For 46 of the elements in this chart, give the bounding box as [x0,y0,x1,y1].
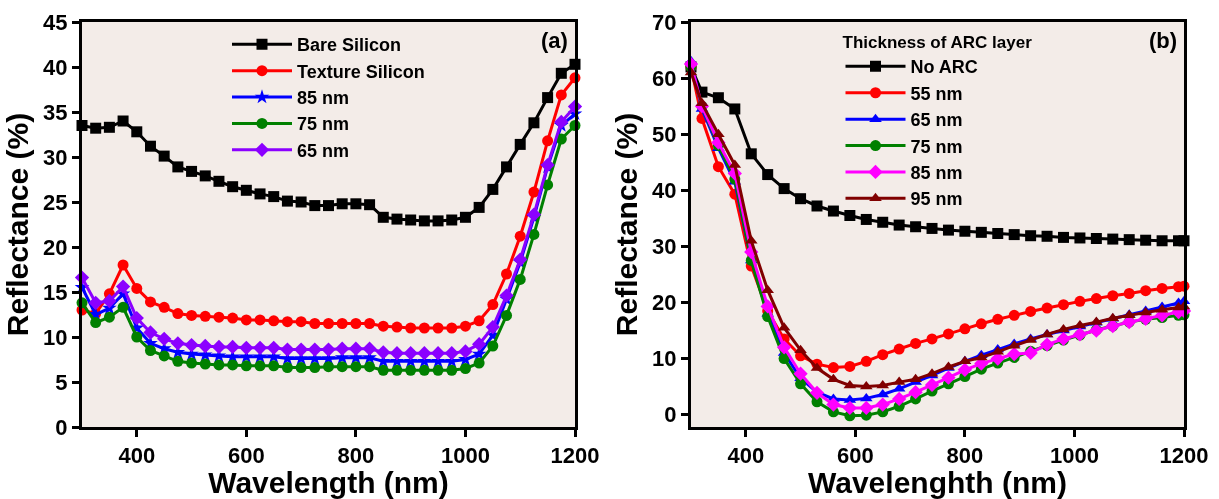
y-tick-label: 30 [652,234,677,260]
y-axis-title: Reflectance (%) [1,112,35,337]
y-axis-title: Reflectance (%) [610,112,644,337]
x-tick-label: 800 [946,443,984,469]
y-tick-label: 10 [43,324,68,350]
y-tick-label: 40 [43,54,68,80]
legend-label: No ARC [910,57,978,78]
y-tick-label: 5 [55,369,68,395]
y-tick-label: 50 [652,121,677,147]
x-axis-title: Wavelength (nm) [208,466,449,499]
y-tick-label: 30 [43,144,68,170]
y-tick-label: 15 [43,279,68,305]
x-tick-label: 1200 [1159,443,1209,469]
legend-label: 75 nm [297,114,350,135]
y-tick-label: 20 [43,234,68,260]
legend-label: 75 nm [910,136,963,157]
x-tick-label: 1200 [550,443,600,469]
x-tick-label: 400 [118,443,156,469]
legend-label: 65 nm [910,110,963,131]
x-tick-label: 600 [836,443,874,469]
x-tick-label: 800 [337,443,375,469]
legend-label: Texture Silicon [297,61,425,82]
legend-label: 95 nm [910,189,963,210]
x-tick-label: 1000 [1049,443,1099,469]
legend-label: 65 nm [297,140,350,161]
y-tick-label: 60 [652,65,677,91]
legend-label: 85 nm [297,88,350,109]
annotation: (a) [541,28,568,53]
y-tick-label: 70 [652,9,677,35]
y-tick-label: 25 [43,189,68,215]
legend-title: Thickness of ARC layer [842,33,1033,53]
x-tick-label: 1000 [440,443,490,469]
y-tick-label: 35 [43,99,68,125]
legend-label: 55 nm [910,83,963,104]
y-tick-label: 45 [43,9,68,35]
legend-label: 85 nm [910,162,963,183]
y-tick-label: 40 [652,177,677,203]
y-tick-label: 0 [664,402,677,428]
x-tick-label: 400 [727,443,765,469]
y-tick-label: 10 [652,346,677,372]
legend-label: Bare Silicon [297,35,402,56]
y-tick-label: 0 [55,414,68,440]
y-tick-label: 20 [652,290,677,316]
x-axis-title: Wavelenghth (nm) [808,466,1067,499]
x-tick-label: 600 [227,443,265,469]
annotation: (b) [1149,28,1178,53]
